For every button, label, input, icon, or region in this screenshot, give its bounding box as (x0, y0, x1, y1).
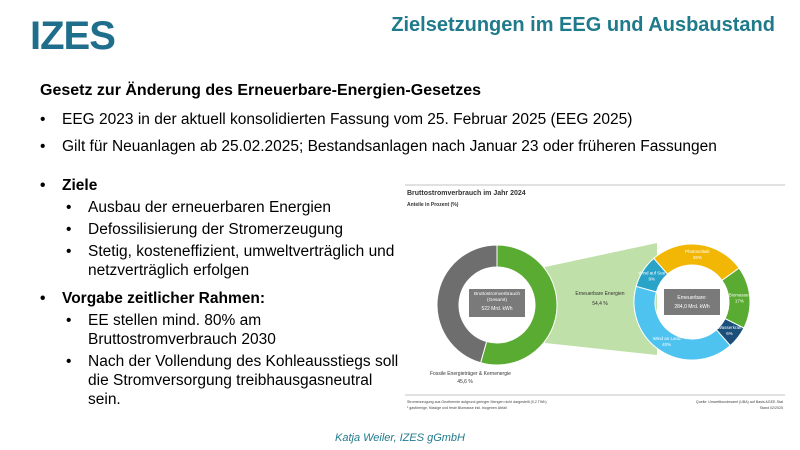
connector (545, 243, 657, 355)
segment-name: Photovoltaik (685, 249, 710, 254)
sub-bullet: Nach der Vollendung des Kohleausstiegs s… (66, 352, 400, 409)
segment-name: Wind auf See (638, 271, 666, 276)
segment-value: 26% (693, 255, 702, 260)
sub-list: EE stellen mind. 80% am Bruttostromverbr… (40, 311, 400, 409)
donut-segment (633, 285, 731, 361)
segment-name: Wind an Land (653, 336, 681, 341)
sections: Ziele Ausbau der erneuerbaren Energien Def… (40, 175, 400, 412)
logo: IZES (30, 14, 116, 58)
donut-segment (480, 244, 558, 366)
segment-value: 17% (735, 298, 744, 303)
sub-bullet: Ausbau der erneuerbaren Energien (66, 198, 400, 217)
heading: Gesetz zur Änderung des Erneuerbare-Ener… (40, 82, 482, 99)
footer: Katja Weiler, IZES gGmbH (334, 432, 465, 444)
figure-title: Bruttostromverbrauch im Jahr 2024 (407, 190, 526, 197)
segment-value: 40% (662, 342, 671, 347)
donut-segment (436, 244, 498, 364)
segment-name: Biomasse¹ (729, 292, 751, 297)
figure-subtitle: Anteile in Prozent (%) (407, 202, 459, 208)
note: ¹ gasförmige, flüssige und feste Biomass… (407, 406, 507, 410)
share-name: Fossile Energieträger & Kernenergie (430, 371, 511, 377)
date: Stand 02/2025 (760, 406, 783, 410)
sub-bullet: Stetig, kosteneffizient, umweltverträgli… (66, 242, 400, 280)
bullet: EEG 2023 in der aktuell konsolidierten F… (40, 106, 790, 133)
bullet-list: EEG 2023 in der aktuell konsolidierten F… (40, 106, 790, 160)
center-label: (Gesamt) (487, 297, 507, 303)
segment-value: 6% (726, 331, 733, 336)
segment-value: 9% (649, 277, 656, 282)
share-value: 45,6 % (457, 379, 473, 385)
center-value: 522 Mrd. kWh (481, 306, 512, 312)
center-box (469, 289, 525, 317)
center-label: Erneuerbare: (677, 295, 706, 301)
title: Zielsetzungen im EEG und Ausbaustand (391, 14, 775, 36)
sub-bullet: EE stellen mind. 80% am Bruttostromverbr… (66, 311, 400, 349)
share-value: 54,4 % (592, 301, 608, 307)
segment-name: Wasserkraft (718, 325, 743, 330)
donut-segment (635, 257, 669, 293)
center-value: 284,0 Mrd. kWh (674, 304, 710, 310)
share-name: Erneuerbare Energien (575, 291, 624, 297)
section-title: Vorgabe zeitlicher Rahmen: (40, 288, 400, 309)
note: Stromerzeugung aus Geothermie aufgrund g… (407, 400, 547, 404)
bullet: Gilt für Neuanlagen ab 25.02.2025; Besta… (40, 133, 790, 160)
section-title: Ziele (40, 175, 400, 196)
sub-list: Ausbau der erneuerbaren Energien Defossil… (40, 198, 400, 280)
center-box (664, 289, 720, 315)
figure: Bruttostromverbrauch im Jahr 2024 Anteile… (405, 183, 785, 420)
source: Quelle: Umweltbundesamt (UBA) auf Basis … (696, 400, 783, 404)
sub-bullet: Defossilisierung der Stromerzeugung (66, 220, 400, 239)
center-label: Bruttostromverbrauch (474, 291, 520, 297)
